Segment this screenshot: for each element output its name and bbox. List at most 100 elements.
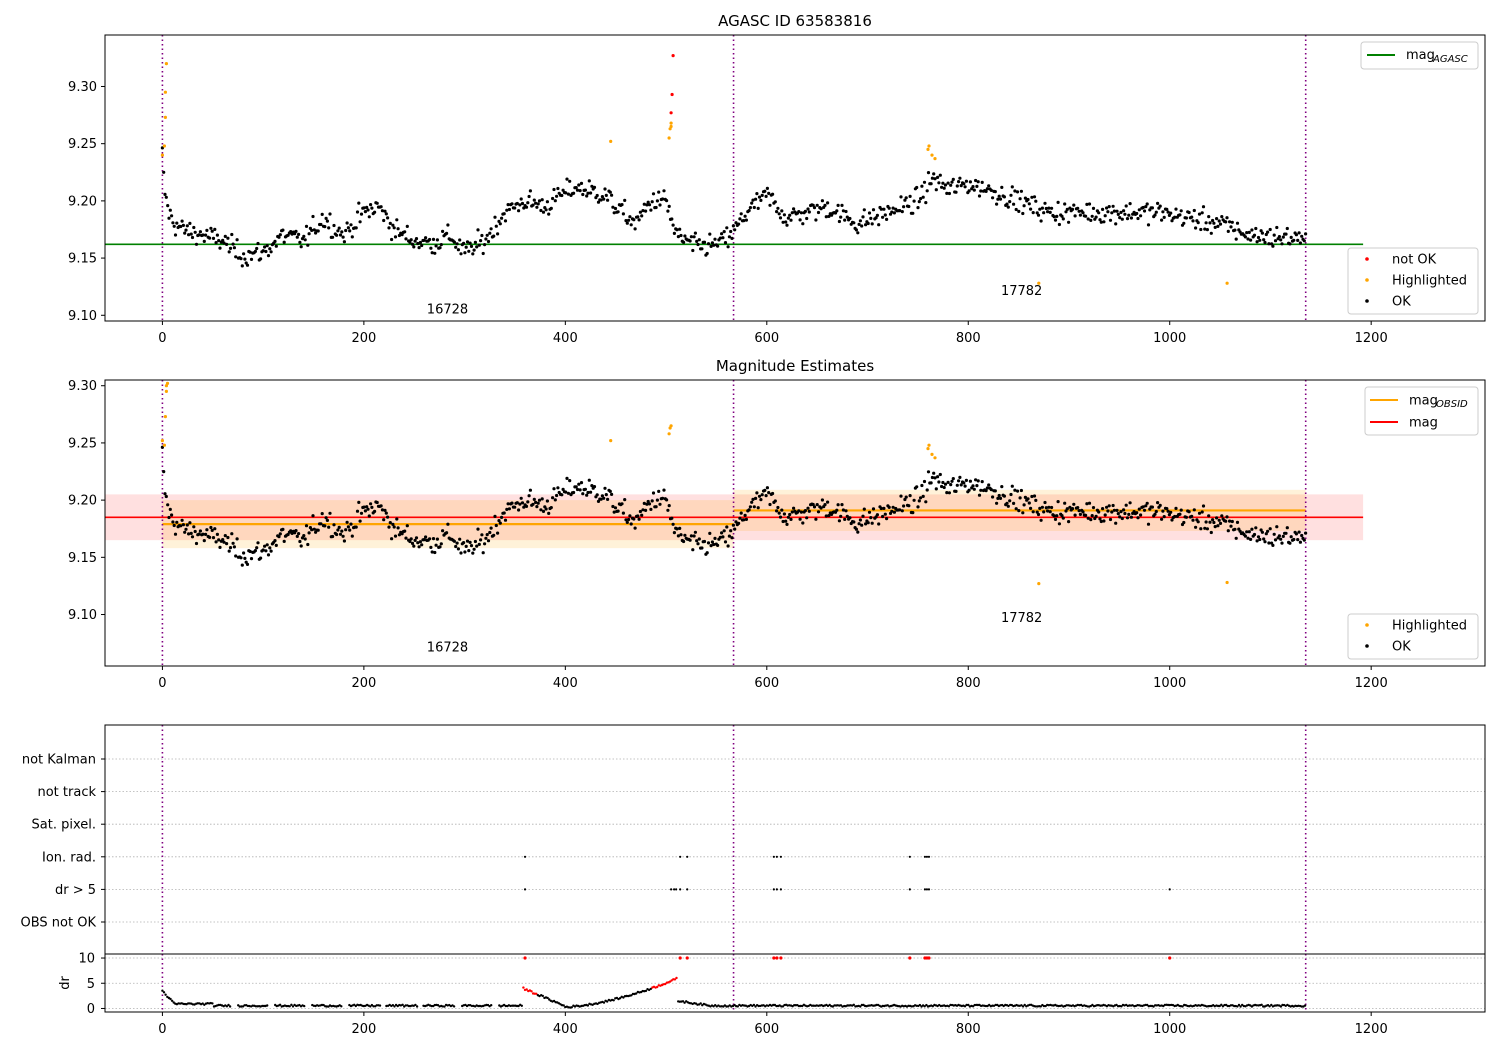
ok-point: [672, 231, 677, 235]
dr-point: [1241, 1003, 1244, 1007]
dr-point: [227, 1003, 230, 1007]
dr-point: [164, 993, 167, 996]
ok-point: [1208, 520, 1212, 524]
ok-point: [871, 507, 876, 511]
ok-point: [1055, 214, 1059, 218]
ok-point: [934, 188, 938, 192]
ok-point: [1060, 514, 1064, 518]
ok-point: [214, 540, 218, 544]
ok-point: [947, 491, 952, 495]
highlighted-point: [160, 439, 164, 443]
flag-event-point: [779, 888, 782, 891]
ok-point: [1166, 509, 1170, 513]
ok-point: [915, 185, 919, 190]
ok-point: [1173, 215, 1177, 219]
ok-point: [1068, 206, 1072, 210]
dr-flag-marker: [779, 956, 783, 960]
ok-point: [688, 239, 692, 243]
ok-point: [637, 517, 641, 521]
ok-point: [204, 532, 208, 537]
ok-point: [790, 211, 794, 215]
ok-point: [441, 229, 445, 233]
dr-point: [1260, 1003, 1263, 1006]
dr-point-flagged: [664, 982, 667, 986]
ok-point: [403, 529, 407, 533]
flag-event-point: [772, 855, 775, 858]
ok-point: [417, 545, 421, 549]
ok-point: [304, 524, 309, 528]
ok-point: [1187, 210, 1191, 215]
ok-point: [336, 528, 340, 532]
ok-point: [756, 206, 760, 210]
ok-point: [424, 236, 428, 240]
ok-point: [709, 244, 713, 248]
ok-point: [1085, 502, 1089, 506]
highlighted-point: [927, 443, 931, 447]
ok-point: [230, 532, 234, 536]
flag-event-point: [523, 855, 527, 858]
panel-0-xtick-label: 1200: [1355, 331, 1388, 346]
ok-point: [379, 504, 383, 508]
ok-point: [946, 480, 950, 484]
ok-point: [1203, 526, 1207, 530]
ok-point: [463, 251, 467, 255]
ok-point: [211, 236, 216, 240]
ok-point: [861, 215, 865, 219]
ok-point: [646, 200, 650, 204]
ok-point: [683, 533, 687, 537]
ok-point: [1246, 536, 1250, 540]
ok-point: [945, 491, 949, 495]
ok-point: [261, 548, 265, 552]
ok-point: [657, 190, 661, 194]
ok-point: [1012, 501, 1016, 505]
ok-point: [1252, 532, 1257, 537]
ok-point: [957, 479, 961, 483]
ok-point: [235, 238, 239, 242]
ok-point: [1135, 211, 1139, 216]
ok-point: [213, 527, 217, 531]
ok-point: [996, 496, 1000, 500]
ok-point: [282, 539, 286, 544]
flag-event-point: [775, 855, 778, 858]
ok-point: [589, 191, 593, 195]
ok-point: [742, 219, 746, 223]
ok-point: [963, 484, 967, 488]
ok-point: [950, 180, 954, 184]
ok-point: [743, 513, 747, 518]
ok-point: [409, 238, 413, 242]
ok-point: [417, 246, 421, 250]
ok-point: [316, 229, 320, 233]
ok-point: [900, 210, 904, 214]
ok-point: [1229, 225, 1233, 229]
ok-point: [1087, 501, 1092, 505]
ok-point: [789, 218, 793, 222]
ok-point: [1127, 512, 1131, 517]
ok-point: [919, 496, 923, 500]
ok-point: [940, 484, 944, 489]
ok-point: [964, 478, 969, 482]
ok-point: [172, 523, 176, 528]
ok-point: [307, 232, 311, 236]
ok-point: [234, 255, 238, 259]
ok-point: [413, 538, 417, 543]
ok-point: [636, 514, 640, 518]
ok-point: [1260, 530, 1264, 534]
ok-point: [320, 212, 324, 216]
ok-point: [549, 206, 553, 210]
legend-point-swatch: [1365, 644, 1369, 648]
ok-point: [636, 215, 640, 219]
ok-point: [987, 483, 991, 487]
ok-point: [891, 206, 895, 210]
ok-point: [1217, 219, 1221, 223]
ok-point: [841, 209, 846, 213]
ok-point: [463, 550, 467, 554]
panel-1-ytick-label: 9.25: [68, 436, 97, 451]
ok-point: [942, 186, 946, 190]
ok-point: [281, 228, 285, 232]
ok-point: [1006, 205, 1010, 209]
panel-1-xtick-label: 0: [158, 676, 166, 691]
ok-point: [479, 538, 483, 542]
ok-point: [388, 221, 392, 225]
ok-point: [841, 508, 846, 512]
ok-point: [404, 237, 408, 241]
